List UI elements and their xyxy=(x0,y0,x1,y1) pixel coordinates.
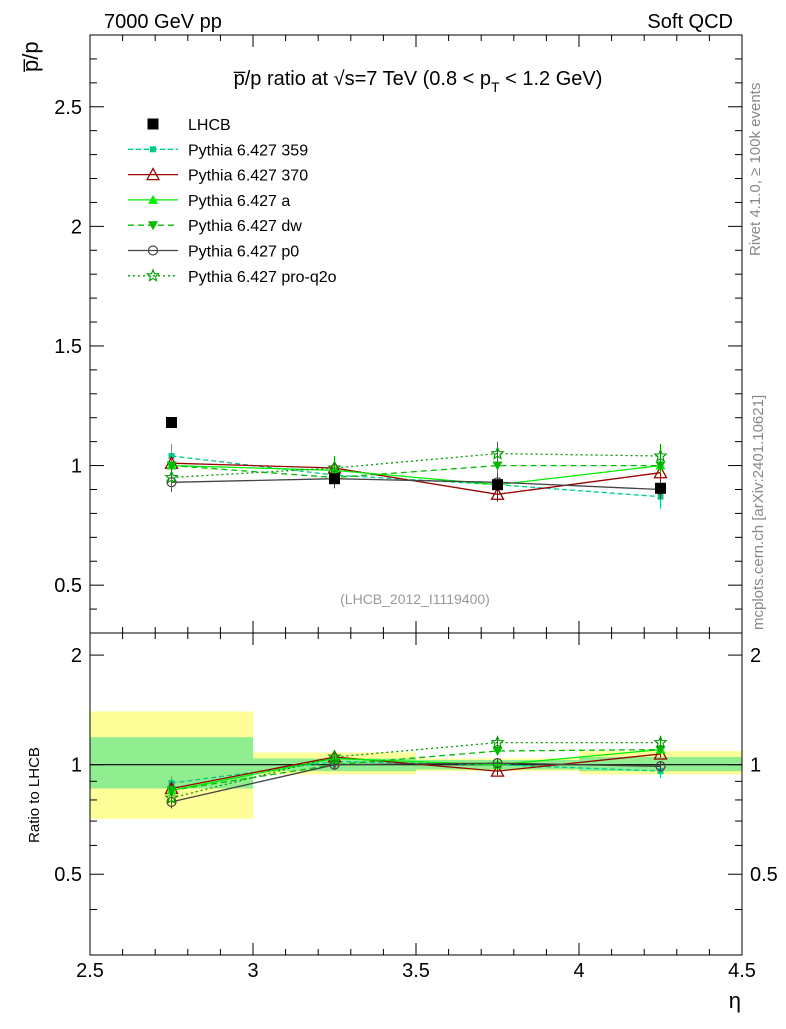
ratio-y-tick-label: 1 xyxy=(71,755,82,777)
data-point xyxy=(166,417,177,429)
ratio-series-point xyxy=(492,757,503,769)
series-point xyxy=(653,465,668,479)
series-line xyxy=(171,464,661,479)
main-ylabel: p̅/p xyxy=(18,41,43,72)
ratio-ylabel: Ratio to LHCB xyxy=(26,747,43,843)
ratio-panel: Ratio to LHCB η 2.5 3 3.5 4 4.5 0.5 0.5 1 1 2 2 xyxy=(26,632,778,1013)
legend-marker xyxy=(147,118,159,130)
x-tick-label: 3 xyxy=(247,960,258,982)
y-tick-label: 0.5 xyxy=(54,575,82,597)
legend-marker xyxy=(145,167,161,181)
series-line xyxy=(171,455,661,498)
analysis-label: (LHCB_2012_I1119400) xyxy=(340,591,490,607)
legend-label: Pythia 6.427 370 xyxy=(188,168,308,185)
y-tick-label: 1.5 xyxy=(54,336,82,358)
ratio-series-point xyxy=(655,761,666,772)
x-tick-label: 4.5 xyxy=(728,960,756,982)
y-tick-label: 1 xyxy=(71,456,82,478)
mcplots-label: mcplots.cern.ch [arXiv:2401.10621] xyxy=(750,395,767,630)
ratio-series-point xyxy=(653,735,668,749)
series-point xyxy=(490,486,505,500)
x-axis-label: η xyxy=(729,988,741,1013)
legend-marker xyxy=(150,146,156,153)
legend-marker xyxy=(148,221,158,231)
y-tick-label: 2.5 xyxy=(54,97,82,119)
legend-label: Pythia 6.427 pro-q2o xyxy=(188,269,337,286)
ratio-y-tick-label: 2 xyxy=(71,645,82,667)
collision-label: 7000 GeV pp xyxy=(104,11,222,33)
legend: LHCB Pythia 6.427 359 Pythia 6.427 370 Pyth… xyxy=(128,117,337,286)
data-point xyxy=(655,482,666,494)
ratio-y-tick-label-right: 0.5 xyxy=(750,864,778,886)
ratio-y-tick-label-right: 1 xyxy=(750,755,761,777)
main-title-prefix: p̅/p ratio at √s=7 TeV (0.8 < p xyxy=(233,68,491,90)
series-line xyxy=(171,478,661,491)
series-point xyxy=(492,461,503,471)
category-label: Soft QCD xyxy=(647,11,733,33)
legend-label: LHCB xyxy=(188,117,231,134)
series-line xyxy=(171,464,661,486)
x-tick-label: 4 xyxy=(573,960,584,982)
rivet-label: Rivet 4.1.0, ≥ 100k events xyxy=(747,83,764,256)
legend-label: Pythia 6.427 p0 xyxy=(188,244,299,261)
ratio-series-line xyxy=(171,748,661,792)
series-point xyxy=(653,448,668,462)
ratio-series-point xyxy=(490,763,505,777)
ratio-series-point xyxy=(655,745,666,755)
legend-label: Pythia 6.427 359 xyxy=(188,142,308,159)
series-point xyxy=(164,469,179,484)
ratio-series-line xyxy=(171,762,661,803)
ratio-series-point xyxy=(492,747,503,757)
ratio-series-line xyxy=(171,748,661,792)
y-tick-label: 2 xyxy=(71,216,82,238)
x-tick-label: 3.5 xyxy=(402,960,430,982)
data-point xyxy=(492,479,503,491)
header: 7000 GeV pp Soft QCD xyxy=(104,11,733,33)
legend-marker xyxy=(145,268,161,282)
ratio-series-point xyxy=(164,790,179,804)
legend-label: Pythia 6.427 a xyxy=(188,193,290,210)
main-title-suffix: < 1.2 GeV) xyxy=(500,68,603,90)
ratio-series-point xyxy=(327,749,342,763)
series-line xyxy=(171,452,661,479)
data-point xyxy=(329,473,340,485)
legend-label: Pythia 6.427 dw xyxy=(188,218,302,235)
ratio-series-point xyxy=(490,735,505,749)
main-panel: p̅/p p̅/p ratio at √s=7 TeV (0.8 < pT < … xyxy=(18,34,743,634)
legend-marker xyxy=(147,245,159,256)
x-tick-label: 2.5 xyxy=(76,960,104,982)
series-point xyxy=(490,446,505,460)
main-title-subscript: T xyxy=(491,79,500,95)
legend-marker xyxy=(148,194,158,204)
series-point xyxy=(327,460,342,474)
ratio-y-tick-label: 0.5 xyxy=(54,864,82,886)
main-title: p̅/p ratio at √s=7 TeV (0.8 < pT < 1.2 G… xyxy=(233,68,602,95)
side-labels: Rivet 4.1.0, ≥ 100k events mcplots.cern.… xyxy=(747,83,767,630)
ratio-y-tick-label-right: 2 xyxy=(750,645,761,667)
